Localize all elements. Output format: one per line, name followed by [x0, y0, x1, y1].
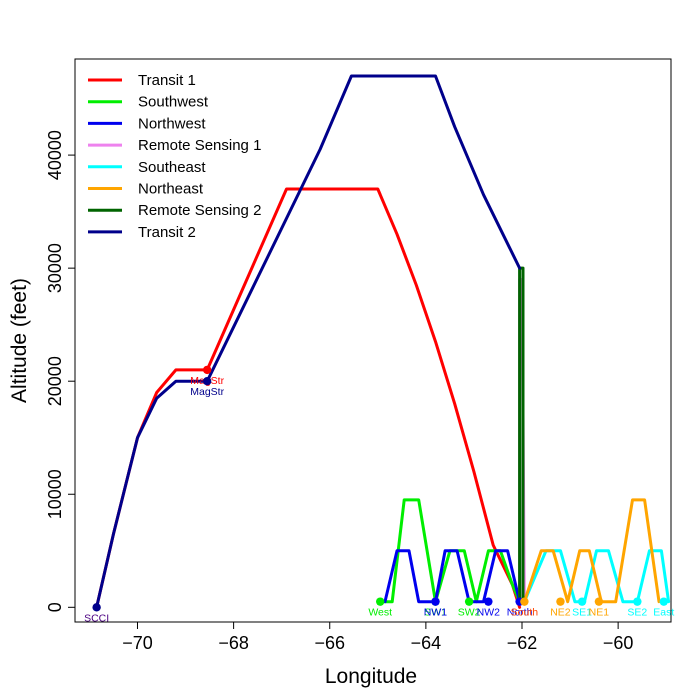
series-line-northeast	[522, 498, 661, 604]
waypoint-label-east: East	[653, 607, 674, 619]
legend-label-southeast: Southeast	[138, 159, 206, 176]
waypoint-marker-ne1	[594, 597, 604, 606]
waypoint-label-sw2: SW2	[458, 607, 481, 619]
waypoint-marker-nw2	[484, 597, 493, 606]
series-line-transit-2	[95, 74, 522, 609]
legend-label-remote-sensing-1: Remote Sensing 1	[138, 137, 261, 154]
waypoint-label-west: West	[368, 607, 392, 619]
waypoint-label-scci: SCCI	[84, 612, 109, 624]
y-tick-label: 10000	[45, 469, 65, 519]
waypoint-label-north: North	[507, 607, 533, 619]
waypoint-label-nw2: NW2	[477, 607, 500, 619]
x-axis-title: Longitude	[325, 665, 417, 688]
waypoint-label-south: South	[511, 607, 539, 619]
waypoint-label-ne2: NE2	[550, 607, 571, 619]
waypoint-label-nw1: NW1	[424, 607, 447, 619]
x-tick-label: −64	[411, 633, 442, 653]
x-tick-label: −70	[122, 633, 153, 653]
waypoint-marker-magstr	[202, 365, 212, 375]
waypoint-marker-east	[659, 597, 668, 606]
series-line-remote-sensing-2	[518, 266, 526, 604]
y-tick-label: 30000	[45, 243, 65, 293]
series-line-northwest	[383, 549, 522, 604]
legend-label-remote-sensing-2: Remote Sensing 2	[138, 202, 261, 219]
waypoint-label-sw1: SW1	[424, 607, 447, 619]
waypoint-marker-se1	[577, 597, 587, 606]
series-layer	[95, 74, 671, 609]
y-tick-label: 20000	[45, 356, 65, 406]
y-tick-label: 0	[45, 602, 65, 612]
waypoint-label-magstr: MagStr	[190, 386, 224, 398]
legend-label-northeast: Northeast	[138, 181, 204, 198]
x-tick-label: −60	[603, 633, 634, 653]
x-tick-label: −68	[218, 633, 249, 653]
waypoint-label-ne1: NE1	[589, 607, 610, 619]
waypoint-marker-south	[520, 597, 529, 606]
x-tick-label: −62	[507, 633, 538, 653]
legend-label-southwest: Southwest	[138, 94, 209, 111]
waypoint-marker-magstr	[202, 376, 212, 386]
y-tick-label: 40000	[45, 130, 65, 180]
y-axis-title: Altitude (feet)	[8, 278, 31, 403]
waypoint-marker-sw2	[464, 597, 474, 606]
waypoint-marker-ne2	[556, 597, 565, 606]
legend-label-northwest: Northwest	[138, 115, 206, 132]
legend: Transit 1 Southwest Northwest Remote Sensin…	[88, 72, 261, 241]
marker-layer: SCCIMagStrMagStrWestSW1NW1SW2NW2NorthSou…	[84, 365, 674, 624]
waypoint-marker-nw1	[431, 597, 440, 606]
x-tick-label: −66	[314, 633, 345, 653]
legend-label-transit-1: Transit 1	[138, 72, 196, 89]
waypoint-label-se1: SE1	[572, 607, 592, 619]
legend-label-transit-2: Transit 2	[138, 224, 196, 241]
waypoint-label-se2: SE2	[627, 607, 647, 619]
waypoint-marker-scci	[92, 603, 101, 612]
waypoint-marker-se2	[633, 597, 642, 606]
axis-layer: −70 −68 −66 −64 −62 −60 0 10000 20000 30000 40000	[45, 130, 633, 653]
waypoint-marker-west	[376, 597, 385, 606]
